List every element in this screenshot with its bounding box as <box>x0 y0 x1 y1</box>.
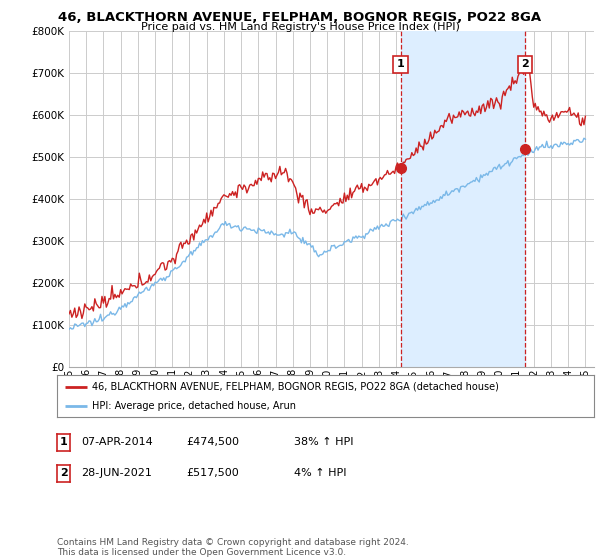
Text: 46, BLACKTHORN AVENUE, FELPHAM, BOGNOR REGIS, PO22 8GA (detached house): 46, BLACKTHORN AVENUE, FELPHAM, BOGNOR R… <box>92 381 499 391</box>
Text: 38% ↑ HPI: 38% ↑ HPI <box>294 437 353 447</box>
Text: 1: 1 <box>397 59 404 69</box>
Text: £474,500: £474,500 <box>186 437 239 447</box>
Text: 1: 1 <box>60 437 67 447</box>
Text: 28-JUN-2021: 28-JUN-2021 <box>81 468 152 478</box>
Text: Contains HM Land Registry data © Crown copyright and database right 2024.
This d: Contains HM Land Registry data © Crown c… <box>57 538 409 557</box>
Text: 07-APR-2014: 07-APR-2014 <box>81 437 153 447</box>
Text: 2: 2 <box>521 59 529 69</box>
Text: HPI: Average price, detached house, Arun: HPI: Average price, detached house, Arun <box>92 401 296 411</box>
Text: Price paid vs. HM Land Registry's House Price Index (HPI): Price paid vs. HM Land Registry's House … <box>140 22 460 32</box>
Text: 46, BLACKTHORN AVENUE, FELPHAM, BOGNOR REGIS, PO22 8GA: 46, BLACKTHORN AVENUE, FELPHAM, BOGNOR R… <box>58 11 542 24</box>
Text: 4% ↑ HPI: 4% ↑ HPI <box>294 468 347 478</box>
Text: 2: 2 <box>60 468 67 478</box>
Text: £517,500: £517,500 <box>186 468 239 478</box>
Bar <box>401 31 525 367</box>
